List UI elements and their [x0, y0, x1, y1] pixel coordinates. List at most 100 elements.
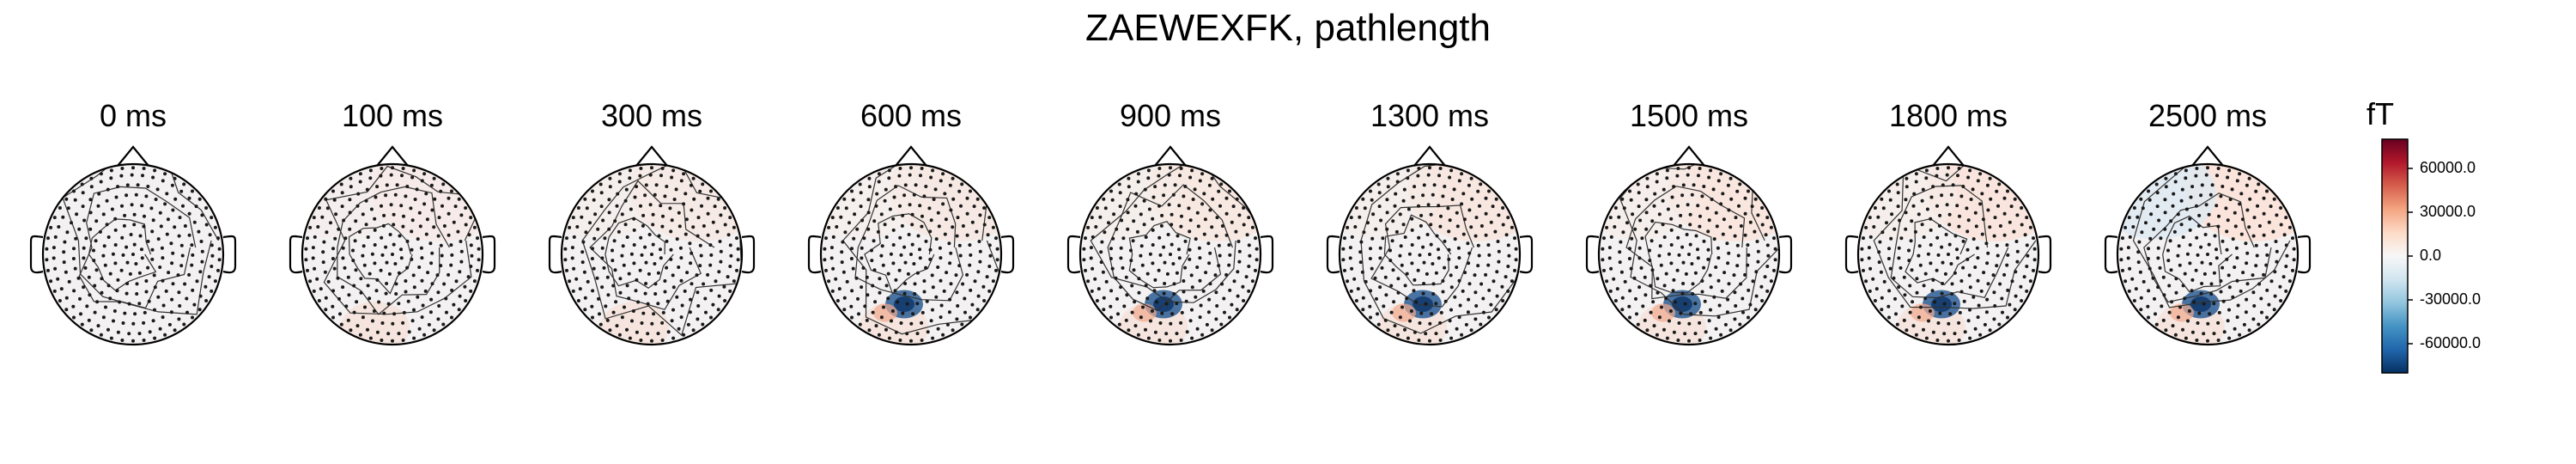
sensor-dot	[1139, 212, 1143, 217]
sensor-dot	[1210, 328, 1214, 333]
sensor-dot	[2146, 304, 2150, 308]
sensor-dot	[1678, 223, 1682, 228]
sensor-dot	[1116, 312, 1120, 316]
sensor-dot	[1187, 206, 1191, 211]
sensor-dot	[2032, 258, 2037, 262]
sensor-dot	[631, 309, 635, 313]
sensor-dot	[1912, 192, 1917, 196]
sensor-dot	[897, 268, 902, 272]
sensor-dot	[92, 259, 96, 263]
sensor-dot	[1443, 266, 1447, 270]
sensor-dot	[702, 282, 706, 286]
sensor-dot	[696, 304, 701, 308]
sensor-dot	[1399, 244, 1403, 248]
sensor-dot	[860, 218, 865, 223]
sensor-dot	[1716, 315, 1721, 320]
sensor-dot	[1346, 225, 1350, 229]
sensor-dot	[689, 297, 693, 302]
sensor-dot	[1676, 235, 1680, 240]
sensor-dot	[1753, 197, 1758, 201]
sensor-dot	[1955, 256, 1959, 260]
sensor-dot	[109, 336, 113, 340]
sensor-dot	[1467, 208, 1472, 212]
sensor-dot	[1363, 206, 1367, 211]
sensor-dot	[385, 282, 389, 285]
sensor-dot	[166, 217, 170, 222]
sensor-dot	[1409, 309, 1413, 313]
sensor-dot	[1968, 285, 1972, 290]
sensor-dot	[1974, 224, 1978, 229]
sensor-dot	[98, 229, 102, 234]
sensor-dot	[1170, 212, 1174, 217]
sensor-dot	[719, 249, 723, 253]
sensor-dot	[312, 216, 316, 220]
sensor-dot	[1151, 217, 1155, 221]
sensor-dot	[2152, 227, 2156, 231]
sensor-dot	[2176, 315, 2180, 320]
sensor-dot	[439, 243, 443, 247]
sensor-dot	[1198, 179, 1202, 183]
sensor-dot	[2287, 279, 2292, 284]
sensor-dot	[1669, 217, 1674, 221]
sensor-dot	[867, 185, 872, 189]
sensor-dot	[1868, 216, 1872, 220]
sensor-dot	[1909, 239, 1913, 243]
sensor-dot	[1506, 265, 1510, 268]
sensor-dot	[674, 187, 678, 192]
sensor-dot	[1218, 253, 1222, 258]
sensor-dot	[1377, 191, 1382, 195]
sensor-dot	[2241, 271, 2245, 275]
sensor-dot	[1743, 211, 1747, 216]
panel-title: 100 ms	[341, 98, 444, 133]
sensor-dot	[2015, 259, 2020, 264]
sensor-dot	[441, 182, 446, 186]
sensor-dot	[1391, 268, 1395, 272]
sensor-dot	[1984, 310, 1989, 314]
sensor-dot	[2227, 168, 2232, 173]
sensor-dot	[339, 322, 343, 327]
sensor-dot	[678, 246, 683, 250]
sensor-dot	[341, 285, 345, 290]
sensor-dot	[665, 266, 669, 270]
sensor-dot	[341, 256, 345, 260]
sensor-dot	[1602, 236, 1606, 241]
sensor-dot	[929, 175, 933, 180]
sensor-dot	[1609, 235, 1613, 239]
sensor-dot	[2254, 189, 2258, 193]
sensor-dot	[2199, 245, 2203, 249]
sensor-dot	[2259, 296, 2263, 301]
sensor-dot	[146, 266, 150, 270]
sensor-dot	[2192, 300, 2196, 304]
sensor-dot	[709, 189, 713, 193]
nose	[376, 145, 409, 167]
sensor-dot	[639, 235, 643, 240]
sensor-dot	[341, 246, 345, 250]
sensor-dot	[1137, 277, 1141, 281]
sensor-dot	[464, 299, 468, 302]
sensor-dot	[2245, 251, 2250, 255]
sensor-dot	[870, 248, 873, 253]
sensor-dot	[1675, 174, 1680, 178]
sensor-dot	[374, 195, 378, 199]
sensor-dot	[1402, 187, 1406, 192]
sensor-dot	[2169, 268, 2173, 272]
contour-line	[2143, 192, 2272, 303]
sensor-dot	[2240, 217, 2245, 222]
sensor-dot	[329, 221, 332, 225]
sensor-dot	[1997, 322, 2002, 327]
sensor-dot	[2161, 318, 2166, 322]
sensor-dot	[1860, 247, 1864, 251]
sensor-dot	[1201, 289, 1206, 293]
sensor-dot	[659, 247, 662, 252]
sensor-dot	[1864, 279, 1868, 284]
sensor-dot	[1702, 266, 1706, 270]
sensor-dot	[985, 275, 989, 279]
sensor-dot	[352, 284, 356, 288]
sensor-dot	[576, 299, 580, 302]
sensor-dot	[944, 217, 948, 222]
sensor-dot	[1195, 266, 1200, 269]
sensor-dot	[1931, 185, 1935, 189]
sensor-dot	[1892, 276, 1896, 280]
sensor-dot	[1956, 174, 1959, 178]
sensor-dot	[2267, 302, 2271, 307]
